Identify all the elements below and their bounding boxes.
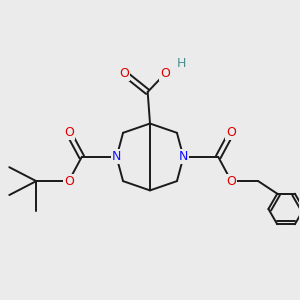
- Text: O: O: [226, 175, 236, 188]
- Text: O: O: [226, 126, 236, 139]
- Text: O: O: [119, 67, 129, 80]
- Text: O: O: [160, 67, 170, 80]
- Text: H: H: [177, 57, 186, 70]
- Text: N: N: [112, 151, 121, 164]
- Text: O: O: [64, 175, 74, 188]
- Text: N: N: [179, 151, 188, 164]
- Text: O: O: [64, 126, 74, 139]
